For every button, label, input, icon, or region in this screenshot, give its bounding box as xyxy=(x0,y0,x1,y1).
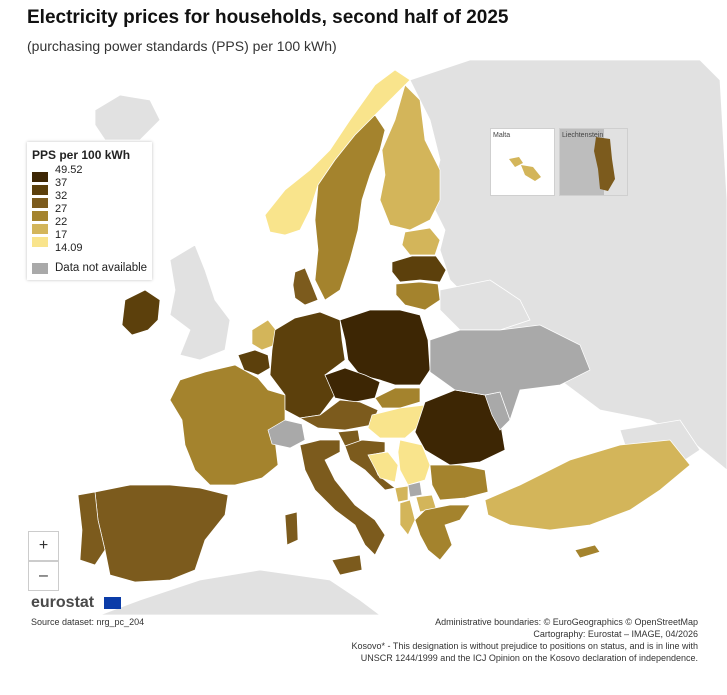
region-albania[interactable] xyxy=(399,499,416,536)
region-portugal[interactable] xyxy=(77,491,106,566)
region-finland[interactable] xyxy=(379,84,441,231)
region-poland[interactable] xyxy=(339,309,431,386)
map-title: Electricity prices for households, secon… xyxy=(27,7,509,28)
region-turkey[interactable] xyxy=(484,439,691,531)
region-estonia[interactable] xyxy=(401,227,441,256)
legend-break-label: 14.09 xyxy=(55,242,83,254)
region-cyprus[interactable] xyxy=(574,544,601,559)
legend-swatch xyxy=(32,198,48,208)
liechtenstein-inset[interactable]: Liechtenstein xyxy=(559,128,628,196)
region-bulgaria[interactable] xyxy=(429,464,489,501)
malta-island xyxy=(509,157,523,167)
legend-swatch xyxy=(32,237,48,247)
malta-main-island xyxy=(521,165,541,181)
legend-break-label: 22 xyxy=(55,216,68,228)
legend-na-swatch xyxy=(32,263,48,274)
legend-swatch xyxy=(32,185,48,195)
liechtenstein-inset-map xyxy=(594,129,627,195)
source-dataset: Source dataset: nrg_pc_204 xyxy=(31,617,145,627)
region-denmark[interactable] xyxy=(292,267,319,306)
region-italy[interactable] xyxy=(299,439,386,556)
legend-na-label: Data not available xyxy=(55,262,148,274)
region-ireland[interactable] xyxy=(121,289,161,336)
credit-line: Administrative boundaries: © EuroGeograp… xyxy=(435,617,698,627)
region-norway[interactable] xyxy=(264,69,411,236)
legend-title: PPS per 100 kWh xyxy=(32,148,131,162)
credit-line: Kosovo* - This designation is without pr… xyxy=(351,641,698,651)
region-ukraine[interactable] xyxy=(429,324,591,422)
region-greece[interactable] xyxy=(414,504,471,561)
eurostat-logo: eurostat xyxy=(31,594,95,611)
malta-inset-map xyxy=(509,157,541,181)
region-hungary[interactable] xyxy=(367,404,426,439)
malta-inset-label: Malta xyxy=(493,132,511,139)
liechtenstein-inset-label: Liechtenstein xyxy=(562,132,604,139)
legend-break-label: 27 xyxy=(55,203,68,215)
region-sweden[interactable] xyxy=(314,114,386,301)
region-montenegro[interactable] xyxy=(394,485,409,503)
legend-swatch xyxy=(32,224,48,234)
eu-flag-icon xyxy=(104,597,121,609)
region-bosnia[interactable] xyxy=(367,451,399,483)
legend-break-label: 17 xyxy=(55,229,68,241)
map-subtitle: (purchasing power standards (PPS) per 10… xyxy=(27,38,337,54)
map-legend: PPS per 100 kWh 49.52 37 32 27 22 17 14.09 Dat… xyxy=(27,142,152,280)
liechtenstein-shape xyxy=(594,137,615,191)
region-sicily[interactable] xyxy=(331,554,363,576)
region-slovakia[interactable] xyxy=(374,387,421,409)
zoom-in-button[interactable]: + xyxy=(28,531,59,561)
credit-line: Cartography: Eurostat – IMAGE, 04/2026 xyxy=(533,629,698,639)
region-switzerland[interactable] xyxy=(267,419,306,449)
region-kosovo[interactable] xyxy=(407,481,423,498)
credit-line: UNSCR 1244/1999 and the ICJ Opinion on t… xyxy=(360,653,698,663)
region-czechia[interactable] xyxy=(324,367,381,403)
region-france[interactable] xyxy=(169,364,286,486)
legend-break-label: 37 xyxy=(55,177,68,189)
region-spain[interactable] xyxy=(94,484,229,583)
region-sardinia[interactable] xyxy=(284,511,299,546)
zoom-out-button[interactable]: – xyxy=(28,561,59,591)
region-austria[interactable] xyxy=(298,399,379,431)
region-serbia[interactable] xyxy=(397,439,431,486)
choropleth-map[interactable] xyxy=(0,58,727,618)
legend-swatch xyxy=(32,211,48,221)
malta-inset[interactable]: Malta xyxy=(490,128,555,196)
region-shapes[interactable] xyxy=(77,69,691,583)
legend-break-label: 32 xyxy=(55,190,68,202)
region-lithuania[interactable] xyxy=(395,281,441,311)
legend-swatch xyxy=(32,172,48,182)
legend-break-label: 49.52 xyxy=(55,164,83,176)
region-latvia[interactable] xyxy=(391,255,447,283)
